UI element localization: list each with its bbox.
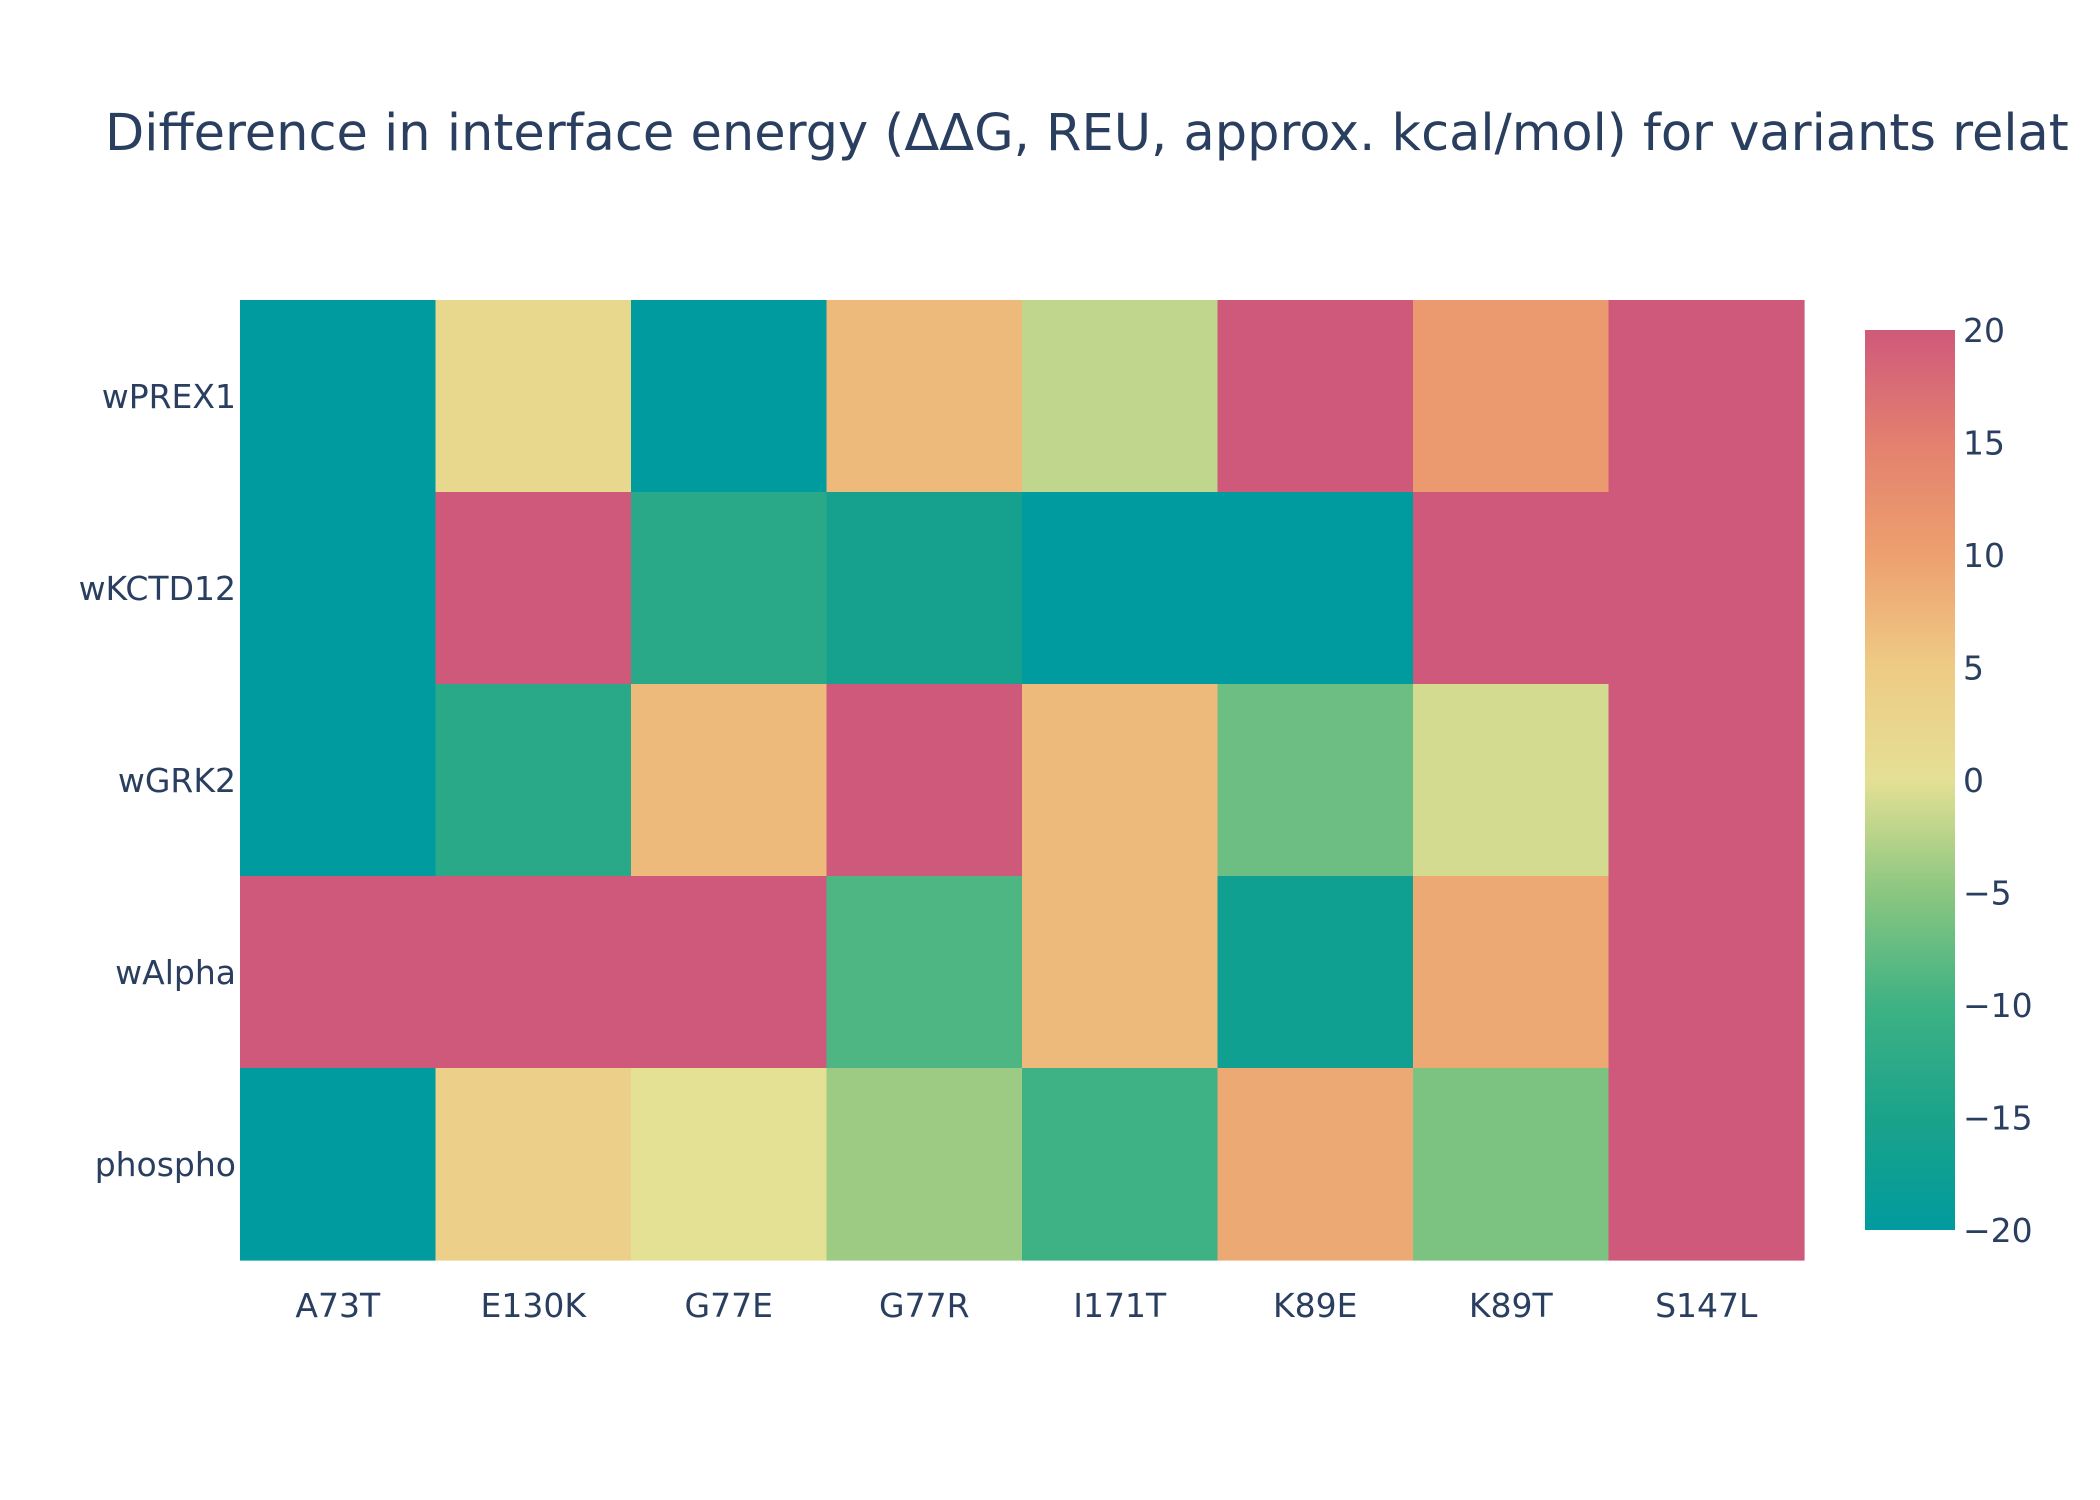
heatmap-cells — [240, 300, 1805, 1261]
chart-title: Difference in interface energy (ΔΔG, REU… — [105, 104, 2069, 163]
heatmap-cell-wKCTD12-K89E — [1217, 492, 1414, 685]
x-tick-label: G77R — [879, 1286, 970, 1325]
heatmap-cell-wKCTD12-K89T — [1413, 492, 1610, 685]
heatmap-cell-wAlpha-E130K — [435, 876, 632, 1069]
heatmap-cell-wAlpha-G77E — [631, 876, 828, 1069]
y-axis-ticks: wPREX1 wKCTD12 wGRK2 wAlpha phospho — [79, 377, 236, 1184]
heatmap-cell-phospho-S147L — [1608, 1068, 1805, 1261]
heatmap-cell-phospho-I171T — [1022, 1068, 1219, 1261]
colorbar-tick-label: 0 — [1963, 761, 1984, 800]
y-tick-label: wKCTD12 — [79, 569, 236, 608]
heatmap-cell-phospho-K89E — [1217, 1068, 1414, 1261]
x-tick-label: A73T — [295, 1286, 381, 1325]
colorbar-tick-label: 20 — [1963, 311, 2005, 350]
colorbar-gradient — [1865, 330, 1955, 1230]
heatmap-cell-wPREX1-E130K — [435, 300, 632, 493]
colorbar-tick-label: −20 — [1963, 1211, 2033, 1250]
heatmap-cell-phospho-K89T — [1413, 1068, 1610, 1261]
y-tick-label: phospho — [95, 1145, 236, 1184]
heatmap-cell-wKCTD12-I171T — [1022, 492, 1219, 685]
heatmap-cell-phospho-E130K — [435, 1068, 632, 1261]
heatmap-cell-wPREX1-G77E — [631, 300, 828, 493]
colorbar-tick-label: −10 — [1963, 986, 2033, 1025]
x-tick-label: S147L — [1655, 1286, 1758, 1325]
colorbar-tick-label: −15 — [1963, 1099, 2033, 1138]
heatmap-cell-wGRK2-I171T — [1022, 684, 1219, 877]
heatmap-cell-wGRK2-K89E — [1217, 684, 1414, 877]
y-tick-label: wAlpha — [115, 953, 236, 992]
heatmap-cell-wGRK2-G77R — [826, 684, 1023, 877]
x-axis-ticks: A73T E130K G77E G77R I171T K89E K89T S147L — [295, 1286, 1758, 1325]
heatmap-cell-wPREX1-G77R — [826, 300, 1023, 493]
x-tick-label: E130K — [481, 1286, 588, 1325]
heatmap-cell-wPREX1-A73T — [240, 300, 437, 493]
heatmap-cell-wAlpha-G77R — [826, 876, 1023, 1069]
heatmap-cell-wKCTD12-S147L — [1608, 492, 1805, 685]
x-tick-label: K89E — [1273, 1286, 1357, 1325]
heatmap-cell-phospho-A73T — [240, 1068, 437, 1261]
x-tick-label: G77E — [685, 1286, 773, 1325]
heatmap-cell-wPREX1-K89T — [1413, 300, 1610, 493]
heatmap-cell-wAlpha-A73T — [240, 876, 437, 1069]
heatmap-cell-wAlpha-K89E — [1217, 876, 1414, 1069]
heatmap-cell-wKCTD12-E130K — [435, 492, 632, 685]
heatmap-cell-wGRK2-G77E — [631, 684, 828, 877]
heatmap-cell-wAlpha-K89T — [1413, 876, 1610, 1069]
colorbar: 20 15 10 5 0 −5 −10 −15 −20 — [1865, 311, 2033, 1250]
colorbar-tick-label: −5 — [1963, 874, 2012, 913]
y-tick-label: wPREX1 — [102, 377, 236, 416]
heatmap-cell-wGRK2-K89T — [1413, 684, 1610, 877]
heatmap-cell-phospho-G77R — [826, 1068, 1023, 1261]
heatmap-cell-phospho-G77E — [631, 1068, 828, 1261]
heatmap-cell-wPREX1-S147L — [1608, 300, 1805, 493]
heatmap-cell-wKCTD12-A73T — [240, 492, 437, 685]
heatmap-cell-wGRK2-S147L — [1608, 684, 1805, 877]
colorbar-tick-label: 15 — [1963, 424, 2005, 463]
heatmap-cell-wPREX1-K89E — [1217, 300, 1414, 493]
colorbar-tick-label: 5 — [1963, 649, 1984, 688]
colorbar-tick-label: 10 — [1963, 536, 2005, 575]
heatmap-cell-wPREX1-I171T — [1022, 300, 1219, 493]
y-tick-label: wGRK2 — [118, 761, 236, 800]
heatmap-cell-wKCTD12-G77R — [826, 492, 1023, 685]
x-tick-label: I171T — [1073, 1286, 1167, 1325]
heatmap-cell-wAlpha-I171T — [1022, 876, 1219, 1069]
heatmap-cell-wGRK2-E130K — [435, 684, 632, 877]
x-tick-label: K89T — [1469, 1286, 1554, 1325]
heatmap-cell-wKCTD12-G77E — [631, 492, 828, 685]
heatmap-cell-wGRK2-A73T — [240, 684, 437, 877]
heatmap-cell-wAlpha-S147L — [1608, 876, 1805, 1069]
